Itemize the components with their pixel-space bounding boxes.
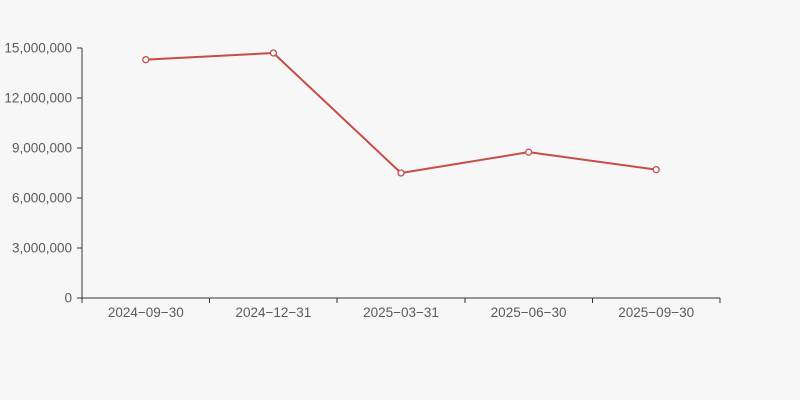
y-tick-label: 12,000,000 bbox=[4, 91, 72, 106]
x-tick-label: 2024−12−31 bbox=[235, 305, 311, 320]
y-tick-label: 3,000,000 bbox=[12, 241, 72, 256]
data-point-marker[interactable] bbox=[652, 166, 660, 174]
x-tick-label: 2025−03−31 bbox=[363, 305, 439, 320]
data-point-marker[interactable] bbox=[397, 169, 405, 177]
y-tick-label: 15,000,000 bbox=[4, 41, 72, 56]
x-tick-label: 2025−09−30 bbox=[618, 305, 694, 320]
x-tick-label: 2024−09−30 bbox=[108, 305, 184, 320]
y-tick-label: 9,000,000 bbox=[12, 141, 72, 156]
y-tick-label: 0 bbox=[64, 291, 72, 306]
data-point-marker[interactable] bbox=[269, 49, 278, 57]
data-point-marker[interactable] bbox=[142, 56, 150, 64]
data-point-marker[interactable] bbox=[524, 148, 533, 156]
x-tick-label: 2025−06−30 bbox=[491, 305, 567, 320]
y-tick-label: 6,000,000 bbox=[12, 191, 72, 206]
